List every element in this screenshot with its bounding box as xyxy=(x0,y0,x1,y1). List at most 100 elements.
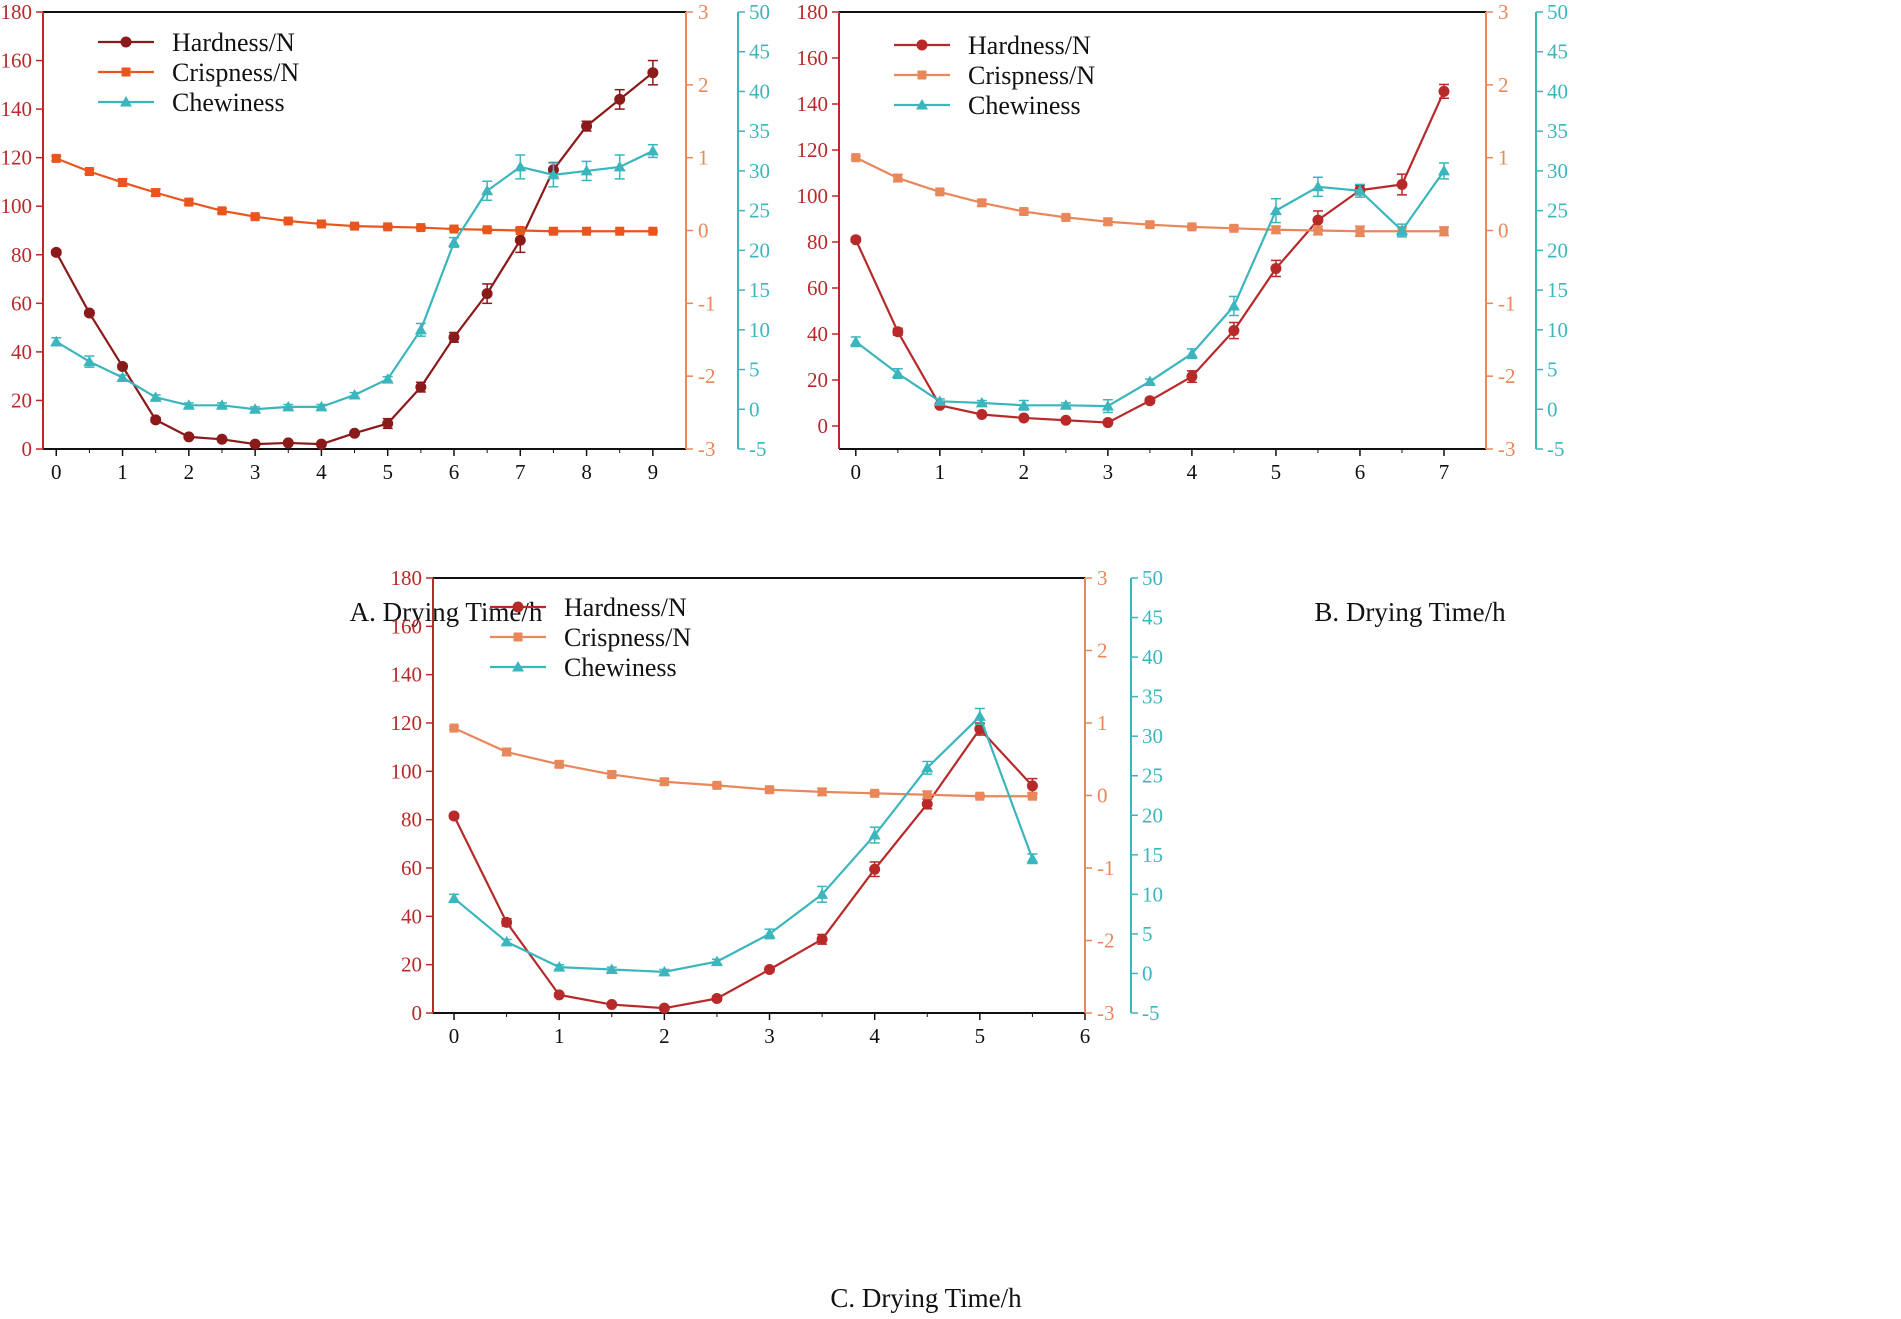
chewiness-y-tick-label-a: 25 xyxy=(749,199,770,223)
crispnessn-point-b xyxy=(1145,220,1155,230)
chewiness-point-a xyxy=(348,388,361,400)
chewiness-y-tick-label-c: 40 xyxy=(1142,645,1163,669)
hardnessn-point-c xyxy=(606,999,618,1011)
hardnessn-point-c xyxy=(1026,780,1038,792)
crispness-y-tick-label-c: 3 xyxy=(1097,566,1108,590)
legend-label-chewiness-c: Chewiness xyxy=(564,653,677,682)
legend-label-crispnessn-b: Crispness/N xyxy=(968,61,1095,90)
crispnessn-point-b xyxy=(935,187,945,197)
left-y-tick-label-c: 120 xyxy=(391,711,423,735)
crispnessn-point-b xyxy=(1229,223,1239,233)
left-y-tick-label-a: 100 xyxy=(1,194,33,218)
x-tick-label-a: 1 xyxy=(117,460,128,484)
x-tick-label-b: 7 xyxy=(1439,460,1450,484)
crispnessn-point-b xyxy=(1439,226,1449,236)
crispness-y-tick-label-a: -1 xyxy=(698,291,716,315)
chewiness-point-c xyxy=(500,935,513,947)
hardnessn-point-a xyxy=(581,120,593,132)
left-y-tick-label-a: 120 xyxy=(1,146,33,170)
chewiness-point-c xyxy=(816,888,829,899)
crispnessn-point-a xyxy=(582,226,592,236)
crispness-y-tick-label-a: -3 xyxy=(698,437,716,461)
left-y-tick-label-c: 80 xyxy=(401,808,422,832)
legend-marker-crispnessn-b xyxy=(917,70,927,80)
crispnessn-point-a xyxy=(184,197,194,207)
crispnessn-point-b xyxy=(1103,217,1113,227)
crispnessn-point-a xyxy=(250,212,260,222)
left-y-tick-label-c: 100 xyxy=(391,759,423,783)
crispness-y-tick-label-a: 2 xyxy=(698,73,709,97)
legend-label-crispnessn-a: Crispness/N xyxy=(172,58,299,87)
x-tick-label-c: 2 xyxy=(659,1024,670,1048)
hardnessn-point-b xyxy=(1438,85,1450,97)
left-y-tick-label-c: 180 xyxy=(391,566,423,590)
crispnessn-point-a xyxy=(151,188,161,198)
crispnessn-point-c xyxy=(449,723,459,733)
chewiness-point-b xyxy=(975,396,988,408)
left-y-tick-label-a: 40 xyxy=(11,340,32,364)
chewiness-y-tick-label-b: 15 xyxy=(1547,278,1568,302)
chewiness-point-a xyxy=(282,400,295,412)
hardnessn-point-a xyxy=(216,433,228,445)
chewiness-point-b xyxy=(1101,400,1114,411)
hardnessn-point-a xyxy=(83,307,95,319)
chewiness-y-tick-label-b: 0 xyxy=(1547,397,1558,421)
chart-panel-c: 0 1 2 3 4 5 6020406080100120140160180-3-2-1012… xyxy=(391,566,1164,1313)
x-tick-label-b: 3 xyxy=(1103,460,1114,484)
hardnessn-point-b xyxy=(1102,417,1114,429)
x-tick-label-c: 0 xyxy=(449,1024,460,1048)
crispnessn-point-a xyxy=(648,226,658,236)
chewiness-point-b xyxy=(1143,375,1156,386)
chewiness-y-tick-label-b: 35 xyxy=(1547,119,1568,143)
chewiness-point-b xyxy=(1017,399,1030,410)
crispnessn-series-b xyxy=(850,153,1449,238)
chewiness-point-a xyxy=(50,335,63,347)
hardnessn-point-a xyxy=(349,427,361,439)
chewiness-y-tick-label-a: 0 xyxy=(749,397,760,421)
crispnessn-point-a xyxy=(615,226,625,236)
chewiness-point-c xyxy=(1026,852,1039,864)
hardnessn-point-c xyxy=(816,933,828,945)
chewiness-y-tick-label-b: 40 xyxy=(1547,79,1568,103)
crispness-y-tick-label-b: -2 xyxy=(1498,364,1516,388)
crispness-y-tick-label-b: -1 xyxy=(1498,291,1516,315)
chewiness-point-a xyxy=(547,168,560,180)
hardnessn-point-b xyxy=(976,409,988,420)
hardnessn-point-b xyxy=(1396,179,1408,190)
x-tick-label-a: 5 xyxy=(382,460,393,484)
crispnessn-point-c xyxy=(554,759,564,769)
chewiness-point-c xyxy=(553,961,566,972)
crispnessn-point-c xyxy=(1027,791,1037,801)
x-tick-label-a: 2 xyxy=(184,460,195,484)
crispnessn-point-b xyxy=(1019,207,1029,217)
x-tick-label-c: 6 xyxy=(1080,1024,1091,1048)
chewiness-series-c xyxy=(448,707,1039,977)
crispness-y-tick-label-c: 1 xyxy=(1097,711,1108,735)
chewiness-series-a xyxy=(50,143,659,414)
x-tick-label-b: 6 xyxy=(1355,460,1366,484)
crispnessn-point-a xyxy=(482,225,492,235)
chewiness-y-tick-label-c: 10 xyxy=(1142,882,1163,906)
x-axis-title-c: C. Drying Time/h xyxy=(830,1283,1022,1313)
chewiness-y-tick-label-a: 50 xyxy=(749,0,770,24)
hardnessn-point-c xyxy=(921,798,933,810)
crispnessn-point-a xyxy=(316,219,326,229)
crispnessn-point-b xyxy=(977,198,987,208)
hardnessn-point-a xyxy=(382,418,394,430)
crispnessn-point-a xyxy=(515,226,525,235)
legend-label-hardnessn-c: Hardness/N xyxy=(564,593,687,622)
chewiness-y-tick-label-c: 25 xyxy=(1142,764,1163,788)
hardnessn-point-a xyxy=(614,93,626,105)
chewiness-point-a xyxy=(613,160,626,172)
chewiness-point-c xyxy=(973,710,986,721)
crispnessn-point-c xyxy=(870,788,880,798)
x-tick-label-b: 4 xyxy=(1187,460,1198,484)
chewiness-y-tick-label-a: -5 xyxy=(749,437,767,461)
crispness-y-tick-label-b: 0 xyxy=(1498,219,1509,243)
x-tick-label-a: 7 xyxy=(515,460,526,484)
crispnessn-point-c xyxy=(817,787,827,797)
chewiness-line-c xyxy=(453,715,1034,973)
crispnessn-point-c xyxy=(659,777,669,787)
left-y-tick-label-b: 100 xyxy=(797,184,829,208)
hardnessn-point-a xyxy=(415,381,427,393)
